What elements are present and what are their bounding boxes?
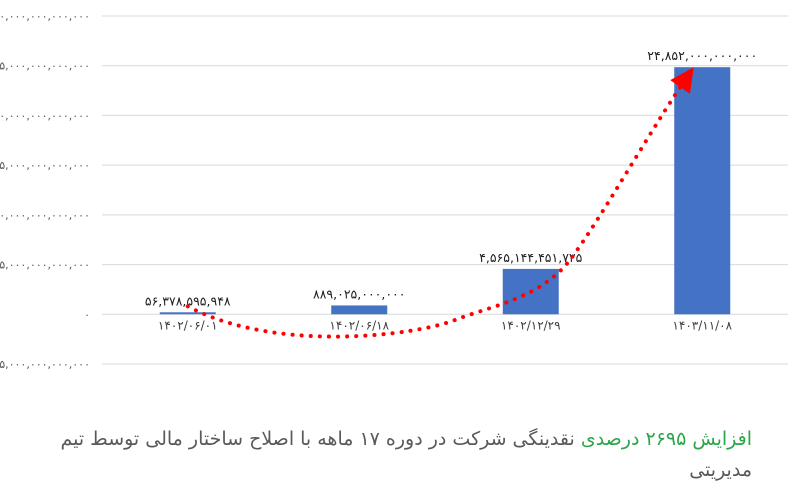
x-axis-categories: ۱۴۰۲/۰۶/۰۱ ۱۴۰۲/۰۶/۱۸ ۱۴۰۲/۱۲/۲۹ ۱۴۰۳/۱۱/۰۸: [158, 318, 733, 332]
trend-curve: [185, 67, 694, 339]
y-tick-label: ۳۰,۰۰۰,۰۰۰,۰۰۰,۰۰۰: [0, 10, 90, 23]
liquidity-bar-chart: -۵,۰۰۰,۰۰۰,۰۰۰,۰۰۰ ۰ ۵,۰۰۰,۰۰۰,۰۰۰,۰۰۰ ۱۰,۰…: [0, 10, 788, 371]
data-label: ۵۶,۳۷۸,۵۹۵,۹۴۸: [145, 293, 231, 308]
y-tick-label: ۲۰,۰۰۰,۰۰۰,۰۰۰,۰۰۰: [0, 109, 90, 122]
trend-arrow: [185, 67, 694, 339]
data-label: ۸۸۹,۰۲۵,۰۰۰,۰۰۰: [313, 286, 406, 301]
y-axis-ticks: -۵,۰۰۰,۰۰۰,۰۰۰,۰۰۰ ۰ ۵,۰۰۰,۰۰۰,۰۰۰,۰۰۰ ۱۰,۰…: [0, 10, 90, 371]
bar: [331, 305, 388, 315]
x-category-label: ۱۴۰۲/۱۲/۲۹: [501, 318, 561, 332]
y-tick-label: ۱۵,۰۰۰,۰۰۰,۰۰۰,۰۰۰: [0, 159, 90, 172]
caption-highlight: افزایش ۲۶۹۵ درصدی: [580, 428, 752, 450]
data-label: ۴,۵۶۵,۱۴۴,۴۵۱,۷۲۵: [479, 250, 582, 265]
chart-caption: افزایش ۲۶۹۵ درصدی نقدینگی شرکت در دوره ۱…: [40, 424, 752, 486]
x-category-label: ۱۴۰۲/۰۶/۱۸: [329, 318, 389, 332]
x-category-label: ۱۴۰۳/۱۱/۰۸: [672, 318, 732, 332]
y-tick-label: ۰: [84, 308, 90, 321]
y-tick-label: ۲۵,۰۰۰,۰۰۰,۰۰۰,۰۰۰: [0, 60, 90, 73]
bars: [159, 67, 731, 315]
data-label: ۲۴,۸۵۲,۰۰۰,۰۰۰,۰۰۰: [647, 48, 757, 63]
caption-text: نقدینگی شرکت در دوره ۱۷ ماهه با اصلاح سا…: [60, 428, 752, 481]
bar: [674, 67, 731, 315]
y-tick-label: -۵,۰۰۰,۰۰۰,۰۰۰,۰۰۰: [0, 358, 90, 371]
bar: [159, 312, 216, 315]
x-category-label: ۱۴۰۲/۰۶/۰۱: [158, 318, 218, 332]
y-tick-label: ۱۰,۰۰۰,۰۰۰,۰۰۰,۰۰۰: [0, 209, 90, 222]
y-tick-label: ۵,۰۰۰,۰۰۰,۰۰۰,۰۰۰: [0, 259, 90, 272]
gridlines: [102, 15, 788, 365]
data-labels: ۵۶,۳۷۸,۵۹۵,۹۴۸ ۸۸۹,۰۲۵,۰۰۰,۰۰۰ ۴,۵۶۵,۱۴۴,۴…: [145, 48, 757, 308]
